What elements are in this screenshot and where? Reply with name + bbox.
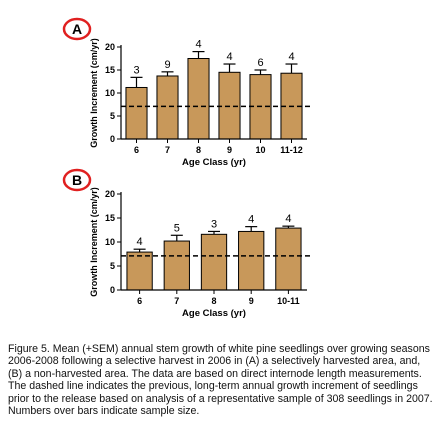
sample-size-label: 9 [164, 59, 170, 71]
y-tick-label: 0 [110, 285, 115, 295]
panel-label: B [72, 172, 82, 188]
y-axis-title: Growth Increment (cm/yr) [89, 187, 99, 297]
x-tick-label: 10 [255, 145, 265, 155]
bar [275, 227, 302, 291]
sample-size-label: 5 [174, 222, 180, 234]
sample-size-label: 4 [288, 51, 294, 63]
sample-size-label: 4 [226, 51, 232, 63]
y-tick-label: 10 [105, 237, 115, 247]
x-tick-label: 6 [137, 296, 142, 306]
y-tick-label: 0 [110, 134, 115, 144]
sample-size-label: 4 [248, 214, 254, 226]
sample-size-label: 4 [195, 39, 201, 51]
figure-panels: A 3 6 9 7 4 8 4 9 6 10 4 11-12 0 5 10 15 20 Growth Increme… [62, 17, 313, 319]
y-tick-label: 15 [105, 213, 115, 223]
figure-caption: Figure 5. Mean (+SEM) annual stem growth… [8, 343, 433, 418]
x-tick-label: 11-12 [280, 145, 303, 155]
panel-circle [62, 17, 92, 41]
bar [238, 230, 265, 291]
y-tick-label: 5 [110, 261, 115, 271]
bar [156, 75, 179, 140]
y-tick-label: 15 [105, 65, 115, 75]
sample-size-label: 3 [211, 218, 217, 230]
x-tick-label: 9 [249, 296, 254, 306]
sample-size-label: 3 [133, 64, 139, 76]
bar [200, 233, 228, 291]
x-tick-label: 8 [211, 296, 216, 306]
bar [125, 86, 148, 140]
panel-circle [62, 168, 92, 192]
bar [163, 240, 190, 291]
x-axis-title: Age Class (yr) [182, 308, 246, 319]
x-tick-label: 9 [227, 145, 232, 155]
y-tick-label: 20 [105, 42, 115, 52]
bar [187, 58, 210, 140]
x-axis-title: Age Class (yr) [182, 157, 246, 168]
y-tick-label: 5 [110, 111, 115, 121]
y-tick-label: 20 [105, 189, 115, 199]
sample-size-label: 6 [257, 57, 263, 69]
y-axis-title: Growth Increment (cm/yr) [89, 38, 99, 148]
panel-label: A [72, 21, 82, 37]
x-tick-label: 7 [165, 145, 170, 155]
x-tick-label: 10-11 [277, 296, 300, 306]
sample-size-label: 4 [285, 213, 291, 225]
x-tick-label: 8 [196, 145, 201, 155]
x-tick-label: 7 [174, 296, 179, 306]
x-tick-label: 6 [134, 145, 139, 155]
y-tick-label: 10 [105, 88, 115, 98]
sample-size-label: 4 [137, 236, 143, 248]
bar [126, 251, 153, 291]
